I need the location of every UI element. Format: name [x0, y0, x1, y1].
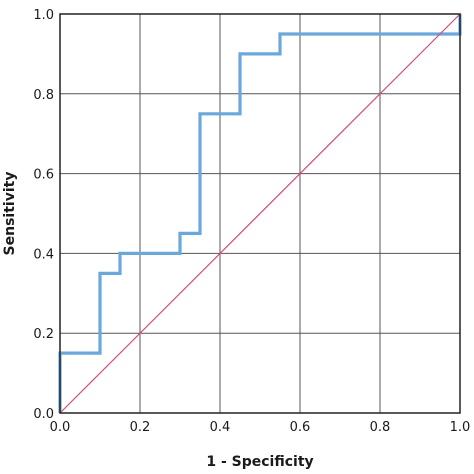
- y-tick-label: 0.4: [33, 247, 54, 262]
- y-tick-label: 0.6: [33, 168, 54, 183]
- roc-curve-line: [58, 14, 462, 413]
- x-tick-label: 0.2: [130, 420, 151, 435]
- x-tick-labels: 0.0 0.2 0.4 0.6 0.8 1.0: [50, 420, 471, 435]
- x-tick-label: 0.0: [50, 420, 71, 435]
- y-tick-label: 1.0: [33, 8, 54, 23]
- x-tick-label: 0.4: [210, 420, 231, 435]
- x-tick-label: 1.0: [450, 420, 471, 435]
- y-tick-labels: 0.0 0.2 0.4 0.6 0.8 1.0: [33, 8, 54, 422]
- y-tick-label: 0.2: [33, 327, 54, 342]
- x-axis-label: 1 - Specificity: [206, 454, 313, 470]
- x-tick-label: 0.6: [290, 420, 311, 435]
- reference-diagonal-line: [59, 13, 461, 414]
- series-layer: [58, 13, 462, 414]
- plot-frame: [59, 13, 461, 414]
- y-axis-label: Sensitivity: [2, 172, 18, 256]
- y-tick-label: 0.0: [33, 407, 54, 422]
- x-tick-label: 0.8: [370, 420, 391, 435]
- y-tick-label: 0.8: [33, 88, 54, 103]
